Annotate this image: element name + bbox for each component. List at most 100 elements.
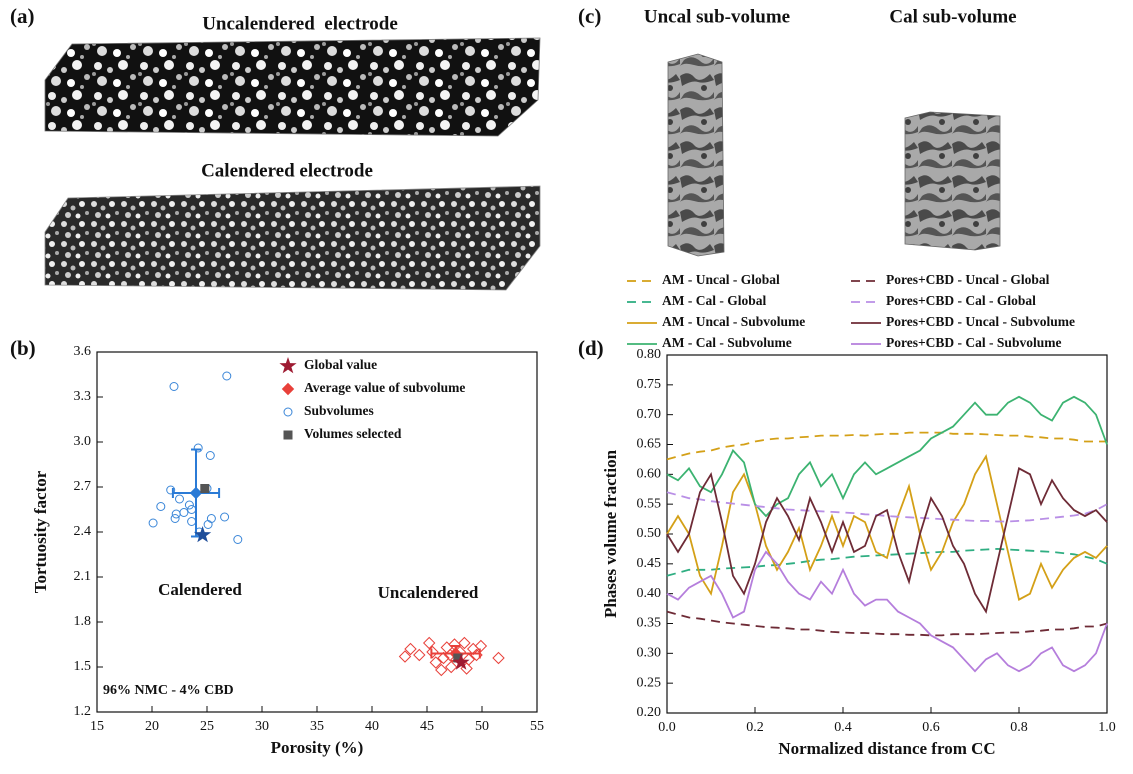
annotation: Uncalendered <box>378 583 479 602</box>
x-tick-label: 0.0 <box>658 720 676 735</box>
data-point <box>156 502 166 511</box>
y-tick-label: 0.40 <box>637 586 662 601</box>
series-line <box>666 431 1107 461</box>
y-tick-label: 0.30 <box>637 646 662 661</box>
data-point <box>422 636 436 650</box>
x-tick-label: 45 <box>420 719 434 734</box>
legend-marker <box>279 357 297 374</box>
series-line <box>666 550 1108 673</box>
plot-frame <box>666 354 1108 714</box>
x-axis-label: Porosity (%) <box>271 738 364 757</box>
data-point <box>206 514 216 523</box>
y-tick-label: 0.65 <box>637 437 662 452</box>
image-title: Cal sub-volume <box>889 6 1016 27</box>
cal-subvolume-image <box>904 111 1001 251</box>
image-title: Uncal sub-volume <box>644 6 790 27</box>
y-axis-label: Tortuosity factor <box>31 470 50 593</box>
legend-marker <box>283 407 293 417</box>
x-tick-label: 0.4 <box>834 720 852 735</box>
panel-label: (d) <box>578 336 604 360</box>
data-point <box>444 660 458 674</box>
data-point <box>220 512 230 522</box>
annotation: 96% NMC - 4% CBD <box>103 683 234 698</box>
panel-label: (b) <box>10 336 36 360</box>
x-tick-label: 15 <box>90 719 104 734</box>
y-tick-label: 0.50 <box>637 526 662 541</box>
data-point <box>184 500 194 510</box>
data-point <box>187 517 197 526</box>
series-line <box>666 491 1108 523</box>
y-tick-label: 2.4 <box>74 524 92 539</box>
legend-label: Volumes selected <box>304 426 402 441</box>
data-point <box>398 650 412 663</box>
data-point <box>189 486 203 500</box>
series-line <box>666 610 1108 637</box>
legend-label: Pores+CBD - Cal - Subvolume <box>886 335 1061 350</box>
data-point <box>413 648 426 662</box>
data-point <box>169 382 179 391</box>
x-tick-label: 20 <box>145 719 159 734</box>
y-tick-label: 3.3 <box>74 389 92 404</box>
x-tick-label: 0.8 <box>1010 720 1028 735</box>
legend-label: AM - Uncal - Subvolume <box>662 314 805 329</box>
x-axis-label: Normalized distance from CC <box>778 739 995 758</box>
data-point <box>435 663 448 677</box>
y-tick-label: 1.2 <box>74 704 92 719</box>
x-tick-label: 50 <box>475 719 489 734</box>
y-tick-label: 0.20 <box>637 705 662 720</box>
y-tick-label: 1.5 <box>74 659 92 674</box>
legend-marker <box>281 382 295 396</box>
y-tick-label: 0.75 <box>637 377 662 392</box>
series-line <box>666 454 1108 601</box>
panel-label: (c) <box>578 4 601 28</box>
image-title: Uncalendered electrode <box>202 13 398 34</box>
data-point <box>194 526 212 543</box>
x-tick-label: 0.2 <box>746 720 764 735</box>
legend-label: Average value of subvolume <box>304 380 465 395</box>
uncal-subvolume-image <box>667 53 725 257</box>
data-point <box>166 485 176 495</box>
data-point <box>429 656 443 669</box>
y-tick-label: 1.8 <box>74 614 92 629</box>
x-tick-label: 0.6 <box>922 720 940 735</box>
data-point <box>462 653 476 666</box>
data-point <box>492 651 505 665</box>
legend-marker <box>283 430 293 440</box>
data-point <box>233 535 243 544</box>
data-point <box>205 451 215 460</box>
series-line <box>666 547 1108 577</box>
legend-label: Pores+CBD - Cal - Global <box>886 293 1036 308</box>
data-point <box>203 520 213 529</box>
y-tick-label: 0.60 <box>637 467 662 482</box>
data-point <box>200 484 210 493</box>
data-point <box>404 642 417 656</box>
legend-label: Global value <box>304 357 377 372</box>
uncalendered-electrode-image <box>44 37 541 137</box>
series-line <box>666 395 1108 518</box>
data-point <box>458 636 471 650</box>
x-tick-label: 1.0 <box>1098 720 1116 735</box>
data-point <box>222 371 232 381</box>
y-axis-label: Phases volume fraction <box>601 449 620 618</box>
data-point <box>426 645 439 659</box>
legend-label: Pores+CBD - Uncal - Global <box>886 272 1050 287</box>
data-point <box>440 641 454 654</box>
y-tick-label: 3.0 <box>74 434 92 449</box>
y-tick-label: 0.35 <box>637 616 662 631</box>
y-tick-label: 0.80 <box>637 347 662 362</box>
y-tick-label: 2.1 <box>74 569 92 584</box>
image-title: Calendered electrode <box>201 160 373 181</box>
x-tick-label: 35 <box>310 719 324 734</box>
legend-label: AM - Cal - Global <box>662 293 766 308</box>
legend-label: Subvolumes <box>304 403 374 418</box>
data-point <box>175 494 184 504</box>
x-tick-label: 30 <box>255 719 269 734</box>
x-tick-label: 40 <box>365 719 379 734</box>
x-tick-label: 25 <box>200 719 214 734</box>
legend-label: AM - Cal - Subvolume <box>662 335 792 350</box>
annotation: Calendered <box>158 580 242 599</box>
legend-label: Pores+CBD - Uncal - Subvolume <box>886 314 1075 329</box>
data-point <box>148 518 158 528</box>
